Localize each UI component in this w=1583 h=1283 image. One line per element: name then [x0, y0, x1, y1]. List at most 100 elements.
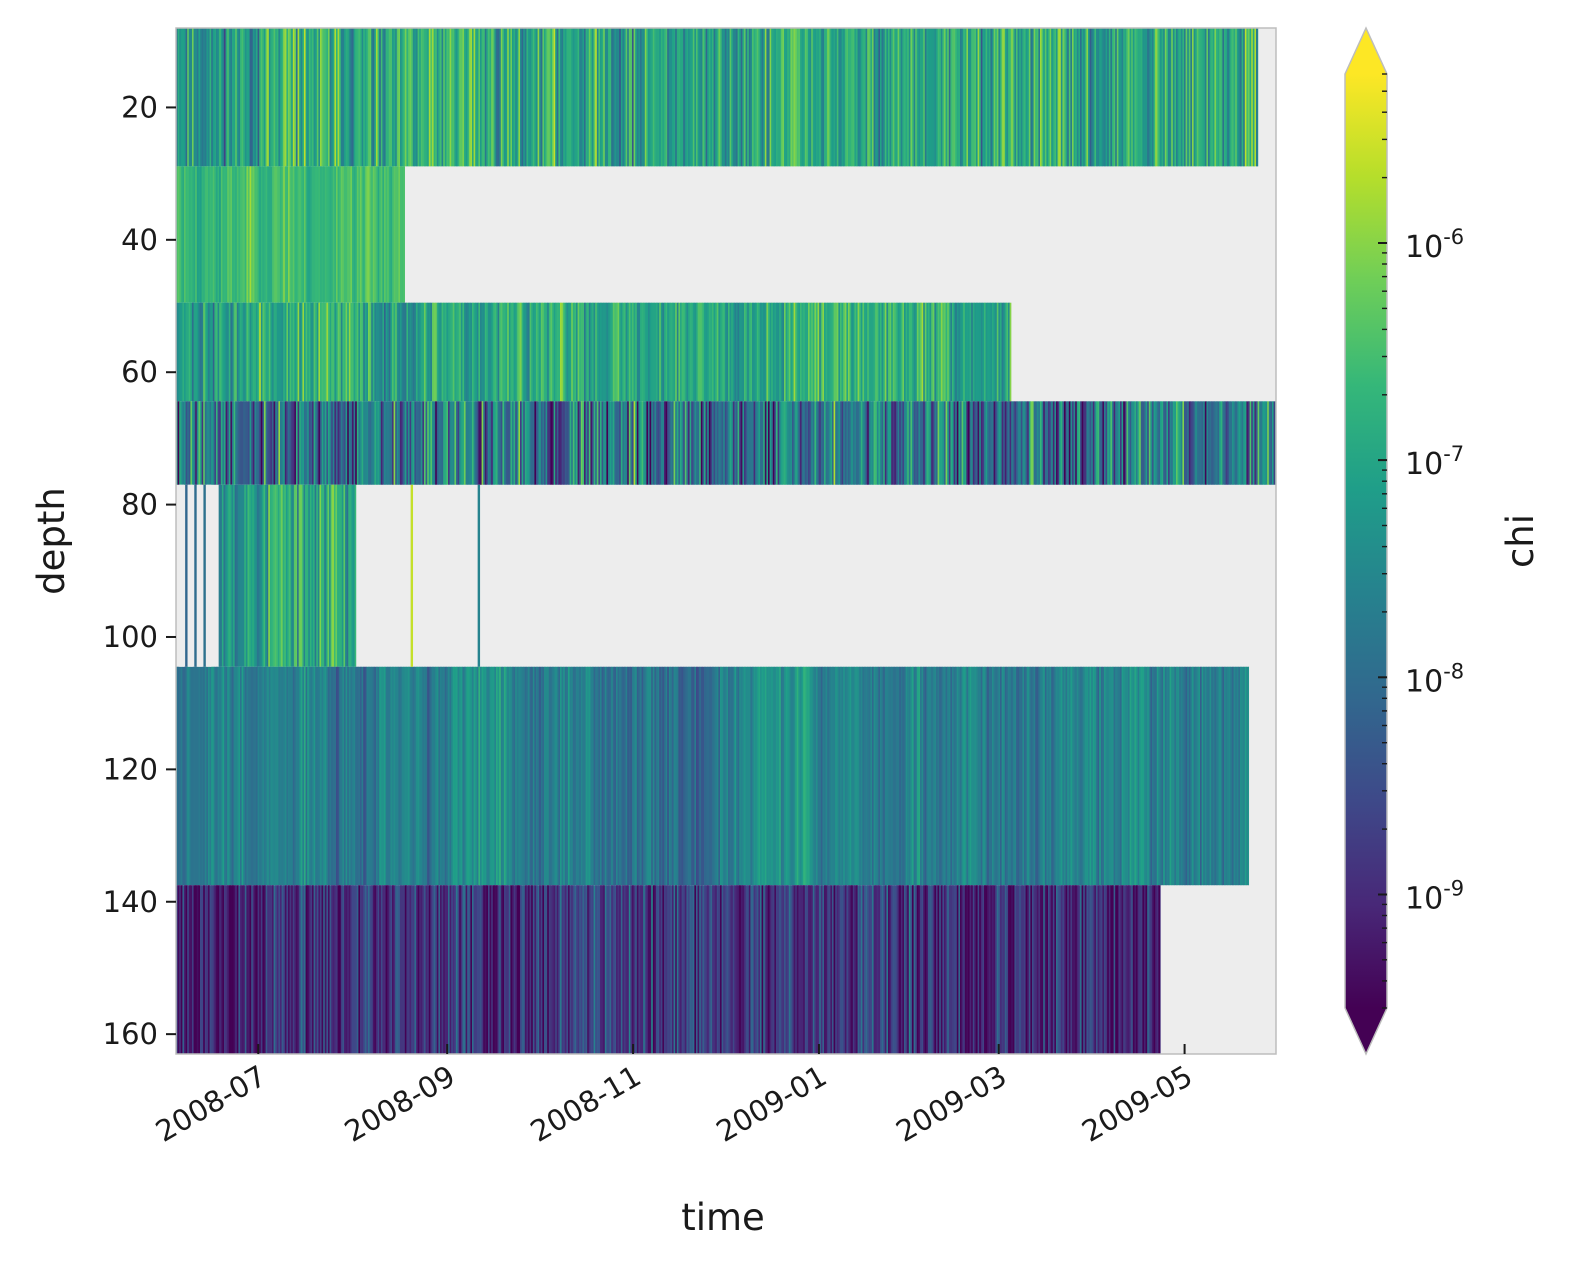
heatmap-cell — [1104, 401, 1107, 485]
heatmap-cell — [475, 666, 478, 886]
heatmap-cell — [230, 666, 233, 886]
heatmap-cell — [1184, 401, 1187, 485]
heatmap-cell — [200, 885, 203, 1054]
heatmap-cell — [185, 166, 188, 303]
heatmap-cell — [288, 401, 291, 485]
heatmap-cell — [1196, 401, 1199, 485]
heatmap-cell — [763, 28, 766, 167]
heatmap-cell — [793, 401, 796, 485]
heatmap-cell — [265, 302, 268, 402]
heatmap-cell — [316, 302, 319, 402]
heatmap-cell — [516, 401, 519, 485]
heatmap-cell — [526, 28, 529, 167]
heatmap-cell — [539, 666, 542, 886]
heatmap-cell — [180, 302, 183, 402]
heatmap-cell — [924, 401, 927, 485]
heatmap-cell — [241, 166, 244, 303]
heatmap-cell — [1139, 28, 1142, 167]
heatmap-cell — [644, 28, 647, 167]
heatmap-cell — [523, 28, 526, 167]
heatmap-cell — [292, 166, 295, 303]
heatmap-cell — [392, 666, 395, 886]
heatmap-cell — [856, 666, 859, 886]
heatmap-cell — [440, 401, 443, 485]
heatmap-cell — [449, 666, 452, 886]
heatmap-cell — [880, 885, 883, 1054]
heatmap-cell — [566, 401, 569, 485]
heatmap-cell — [742, 401, 745, 485]
heatmap-cell — [761, 666, 764, 886]
heatmap-cell — [214, 28, 217, 167]
heatmap-cell — [528, 666, 531, 886]
heatmap-cell — [448, 302, 451, 402]
heatmap-cell — [942, 28, 945, 167]
heatmap-cell — [1083, 666, 1086, 886]
heatmap-cell — [427, 885, 430, 1054]
heatmap-cell — [921, 666, 924, 886]
heatmap-cell — [318, 401, 321, 485]
heatmap-cell — [654, 302, 657, 402]
heatmap-cell — [200, 401, 203, 485]
heatmap-cell — [352, 28, 355, 167]
heatmap-cell — [409, 401, 412, 485]
heatmap-cell — [764, 666, 767, 886]
heatmap-cell — [782, 28, 785, 167]
heatmap-cell — [644, 666, 647, 886]
heatmap-cell — [532, 885, 535, 1054]
heatmap-cell — [884, 885, 887, 1054]
heatmap-cell — [449, 885, 452, 1054]
heatmap-cell — [185, 401, 188, 485]
heatmap-cell — [875, 401, 878, 485]
heatmap-cell — [824, 666, 827, 886]
heatmap-cell — [758, 401, 761, 485]
heatmap-cell — [760, 885, 763, 1054]
heatmap-cell — [338, 484, 341, 667]
heatmap-cell — [753, 302, 756, 402]
heatmap-cell — [1089, 28, 1092, 167]
heatmap-cell — [908, 302, 911, 402]
heatmap-cell — [728, 28, 731, 167]
heatmap-cell — [513, 28, 516, 167]
heatmap-cell — [198, 666, 201, 886]
heatmap-cell — [470, 666, 473, 886]
heatmap-cell — [950, 302, 953, 402]
heatmap-cell — [286, 401, 289, 485]
heatmap-cell — [616, 401, 619, 485]
heatmap-cell — [956, 401, 959, 485]
heatmap-cell — [1216, 401, 1219, 485]
heatmap-cell — [531, 302, 534, 402]
heatmap-cell — [1086, 401, 1089, 485]
heatmap-cell — [1059, 401, 1062, 485]
heatmap-cell — [1206, 401, 1209, 485]
heatmap-cell — [865, 28, 868, 167]
heatmap-cell — [697, 28, 700, 167]
heatmap-cell — [678, 302, 681, 402]
heatmap-cell — [1028, 885, 1031, 1054]
heatmap-cell — [931, 666, 934, 886]
heatmap-cell — [1232, 28, 1235, 167]
heatmap-cell — [899, 666, 902, 886]
heatmap-cell — [1027, 28, 1030, 167]
heatmap-cell — [1006, 28, 1009, 167]
heatmap-cell — [841, 885, 844, 1054]
heatmap-cell — [1080, 885, 1083, 1054]
heatmap-cell — [246, 401, 249, 485]
heatmap-trace — [185, 484, 188, 667]
heatmap-cell — [401, 28, 404, 167]
heatmap-cell — [331, 28, 334, 167]
heatmap-cell — [505, 401, 508, 485]
heatmap-cell — [1000, 28, 1003, 167]
heatmap-cell — [1014, 885, 1017, 1054]
heatmap-cell — [643, 302, 646, 402]
heatmap-cell — [1144, 28, 1147, 167]
heatmap-cell — [355, 166, 358, 303]
heatmap-cell — [497, 28, 500, 167]
heatmap-cell — [216, 666, 219, 886]
heatmap-cell — [284, 302, 287, 402]
heatmap-cell — [654, 666, 657, 886]
heatmap-cell — [801, 302, 804, 402]
heatmap-cell — [1094, 28, 1097, 167]
heatmap-cell — [1126, 666, 1129, 886]
heatmap-cell — [894, 401, 897, 485]
